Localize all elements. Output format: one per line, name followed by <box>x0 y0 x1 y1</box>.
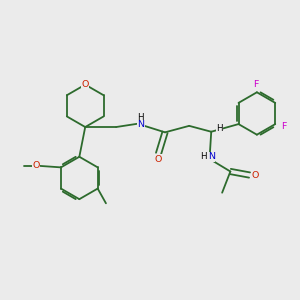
Text: H: H <box>216 124 223 133</box>
Text: H: H <box>200 152 207 161</box>
Text: H: H <box>137 112 144 122</box>
Text: O: O <box>251 170 259 179</box>
Text: O: O <box>82 80 89 89</box>
Text: O: O <box>32 161 40 170</box>
Text: N: N <box>137 121 144 130</box>
Text: O: O <box>155 155 162 164</box>
Text: N: N <box>208 152 215 161</box>
Text: F: F <box>253 80 258 89</box>
Text: F: F <box>281 122 286 131</box>
